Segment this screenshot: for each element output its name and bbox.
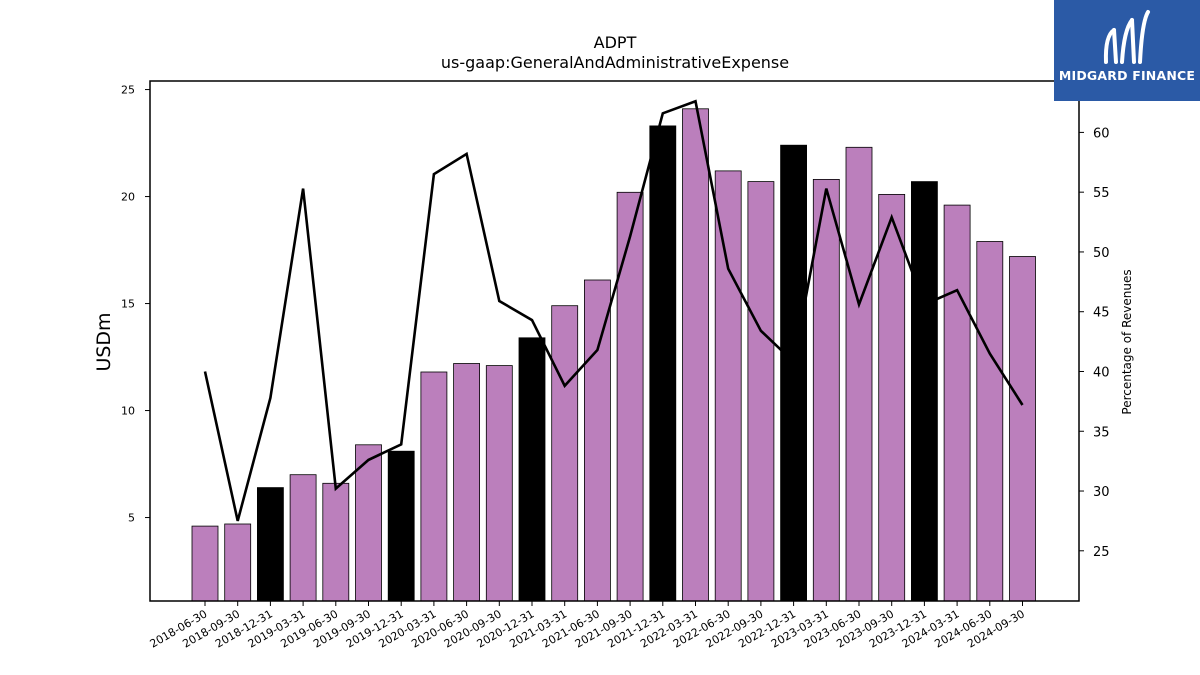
y2-tick-label-45: 45 <box>1093 306 1110 321</box>
bar-2020-06-30 <box>453 363 481 602</box>
plot-frame <box>149 80 1080 602</box>
bar-2018-09-30 <box>224 523 252 602</box>
logo-text: MIDGARD FINANCE <box>1058 68 1196 83</box>
y2-tick-label-55: 55 <box>1093 186 1110 201</box>
bar-2019-06-30 <box>322 482 350 602</box>
logo-mark-icon <box>1103 10 1150 64</box>
bar-2023-12-31 <box>911 181 938 602</box>
chart-title: ADPT <box>594 33 637 52</box>
y-tick-label-20: 20 <box>121 191 135 204</box>
bar-2020-12-31 <box>518 337 546 602</box>
bar-2018-06-30 <box>191 525 219 602</box>
bar-2021-06-30 <box>584 279 611 602</box>
bar-2021-12-31 <box>649 125 677 602</box>
y2-tick-label-25: 25 <box>1093 545 1110 560</box>
bar-2021-09-30 <box>616 191 644 602</box>
y-tick-label-15: 15 <box>121 298 135 311</box>
bar-2024-06-30 <box>976 241 1004 602</box>
bar-2023-06-30 <box>845 146 873 602</box>
y2-tick-label-50: 50 <box>1093 246 1110 261</box>
bar-2022-12-31 <box>780 144 807 602</box>
midgard-finance-logo: MIDGARD FINANCE <box>1054 0 1200 101</box>
bar-2019-09-30 <box>355 444 382 602</box>
y-tick-label-10: 10 <box>121 405 135 418</box>
bar-2022-03-31 <box>682 108 709 602</box>
bar-2024-03-31 <box>943 204 971 602</box>
bar-2019-03-31 <box>289 474 317 602</box>
y2-tick-label-60: 60 <box>1093 126 1110 141</box>
bar-2021-03-31 <box>551 305 579 602</box>
bar-2020-09-30 <box>485 365 513 602</box>
bar-2023-03-31 <box>812 178 840 602</box>
y2-tick-label-35: 35 <box>1093 425 1110 440</box>
bar-2018-12-31 <box>256 487 284 602</box>
y2-tick-label-30: 30 <box>1093 485 1110 500</box>
bar-2023-09-30 <box>878 193 906 602</box>
bar-2022-06-30 <box>714 170 742 602</box>
y2-axis-label: Percentage of Revenues <box>1120 269 1134 414</box>
bar-2019-12-31 <box>387 450 415 602</box>
y-tick-label-5: 5 <box>128 512 135 525</box>
bar-2020-03-31 <box>420 371 448 602</box>
y2-tick-label-40: 40 <box>1093 365 1110 380</box>
bar-2024-09-30 <box>1009 256 1036 602</box>
y-axis-label: USDm <box>93 312 115 371</box>
chart-subtitle: us-gaap:GeneralAndAdministrativeExpense <box>441 53 789 72</box>
percentage-line <box>203 99 1024 522</box>
bar-2022-09-30 <box>747 181 775 602</box>
y-tick-label-25: 25 <box>121 84 135 97</box>
